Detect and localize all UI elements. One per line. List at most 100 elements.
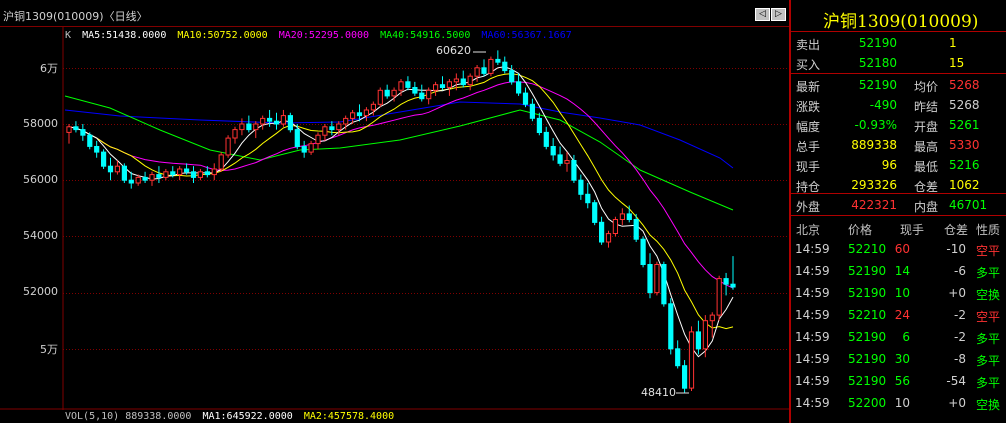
candle-down [585, 193, 591, 204]
tick-row[interactable]: 14:59 52200 10 +0 空换 [791, 392, 1006, 414]
tick-row[interactable]: 14:59 52190 6 -2 多平 [791, 326, 1006, 348]
kline-chart-panel[interactable]: 沪铜1309(010009)〈日线〉 ◁ ▷ K MA5:51438.0000 … [0, 0, 789, 423]
tick-row[interactable]: 14:59 52190 56 -54 多平 [791, 370, 1006, 392]
next-arrow-icon[interactable]: ▷ [771, 8, 786, 21]
candle-up [467, 75, 473, 86]
quote-value: 5261 [949, 118, 980, 132]
tick-volume: 10 [894, 396, 910, 410]
ticks-header-diff: 仓差 [944, 223, 969, 237]
quote-value: 5216 [949, 158, 980, 172]
candle-down [536, 117, 542, 134]
ma10-label: MA10:50752.0000 [177, 30, 268, 41]
tick-row[interactable]: 14:59 52190 10 +0 空换 [791, 282, 1006, 304]
tick-volume: 14 [894, 264, 910, 278]
ma5-line [68, 66, 734, 358]
quote-value: 5268 [949, 78, 980, 92]
candle-up [66, 126, 72, 133]
y-tick-label: 52000 [23, 285, 58, 298]
tick-type: 空换 [976, 288, 1001, 302]
candle-down [121, 165, 128, 181]
quote-label: 外盘 [796, 200, 821, 214]
candle-down [204, 171, 211, 176]
candle-up [114, 165, 121, 173]
tick-type: 多平 [976, 332, 1001, 346]
tick-row[interactable]: 14:59 52190 14 -6 多平 [791, 260, 1006, 282]
candle-down [273, 120, 280, 125]
candle-down [170, 171, 176, 176]
candle-down [80, 129, 86, 136]
quote-label: 内盘 [914, 200, 939, 214]
quote-row: 买入 52180 15 [791, 53, 1006, 73]
tick-time: 14:59 [795, 286, 830, 300]
quote-label: 最高 [914, 140, 939, 154]
candle-down [301, 146, 307, 153]
quote-value: 1 [949, 36, 957, 50]
quote-value: 5330 [949, 138, 980, 152]
candle-down [294, 129, 300, 148]
candle-down [502, 61, 508, 72]
candle-down [246, 123, 252, 131]
candle-down [675, 348, 681, 367]
tick-price: 52190 [848, 264, 887, 278]
chart-title: 沪铜1309(010009)〈日线〉 [3, 10, 148, 23]
candle-up [654, 264, 660, 294]
candle-down [626, 213, 632, 220]
candle-up [308, 143, 314, 153]
candle-down [481, 67, 487, 74]
tick-volume: 30 [894, 352, 910, 366]
quote-row: 外盘 422321 内盘 46701 [791, 195, 1006, 215]
separator [791, 73, 1006, 74]
quote-label: 涨跌 [796, 100, 821, 114]
tick-row[interactable]: 14:59 52210 60 -10 空平 [791, 238, 1006, 260]
vol-label: VOL(5,10) 889338.0000 [65, 411, 192, 422]
candle-up [363, 109, 369, 117]
tick-volume: 10 [894, 286, 910, 300]
tick-time: 14:59 [795, 242, 830, 256]
candle-up [280, 115, 286, 125]
candle-down [543, 131, 549, 147]
quote-panel: 沪铜1309(010009) 卖出 52190 1 买入 52180 15 最新 52190 均… [789, 0, 1006, 423]
candlestick-chart[interactable] [0, 0, 789, 423]
ma-indicator-line: K MA5:51438.0000 MA10:50752.0000 MA20:52… [65, 30, 577, 41]
quote-value: 96 [881, 158, 897, 172]
candle-down [592, 202, 598, 223]
candle-down [723, 278, 729, 285]
tick-time: 14:59 [795, 264, 830, 278]
tick-volume: 60 [894, 242, 910, 256]
quote-label: 最低 [914, 160, 939, 174]
quote-value: -0.93% [854, 118, 897, 132]
candle-down [101, 151, 107, 167]
candle-down [571, 160, 577, 181]
quote-value: 52190 [858, 78, 897, 92]
ma40-label: MA40:54916.5000 [380, 30, 471, 41]
candle-up [474, 67, 480, 77]
tick-diff: -2 [954, 330, 966, 344]
candle-down [695, 331, 701, 350]
prev-arrow-icon[interactable]: ◁ [755, 8, 770, 21]
tick-row[interactable]: 14:59 52190 30 -8 多平 [791, 348, 1006, 370]
candle-up [716, 278, 722, 316]
tick-price: 52190 [848, 352, 887, 366]
y-tick-label: 56000 [23, 173, 58, 186]
candle-up [688, 331, 695, 389]
ticks-header-time: 北京 [796, 223, 821, 237]
ma20-label: MA20:52295.0000 [278, 30, 370, 41]
quote-label: 卖出 [796, 38, 821, 52]
tick-diff: -8 [954, 352, 966, 366]
candle-up [197, 171, 204, 178]
candle-up [446, 81, 452, 88]
candle-down [516, 81, 522, 94]
quote-label: 买入 [796, 58, 821, 72]
candle-up [163, 171, 169, 178]
candle-down [405, 81, 411, 88]
candle-down [661, 264, 667, 305]
candle-down [509, 70, 515, 83]
quote-value: 52190 [858, 36, 897, 50]
ma5-label: MA5:51438.0000 [82, 30, 167, 41]
candle-up [225, 137, 231, 156]
candle-up [612, 219, 618, 234]
quote-row: 卖出 52190 1 [791, 33, 1006, 53]
tick-type: 空平 [976, 244, 1001, 258]
tick-diff: +0 [948, 286, 966, 300]
tick-row[interactable]: 14:59 52210 24 -2 空平 [791, 304, 1006, 326]
